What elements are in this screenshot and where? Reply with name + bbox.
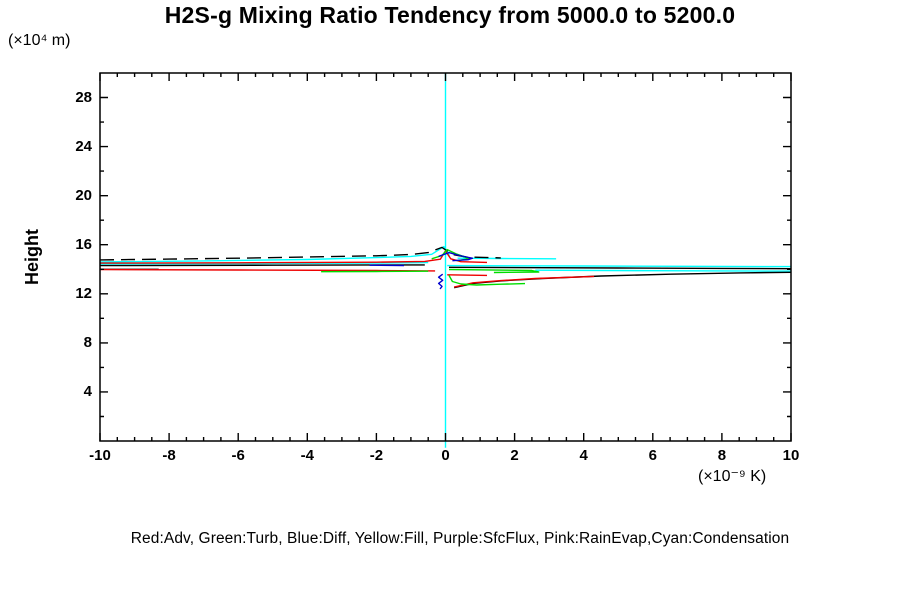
x-tick-label: 0	[441, 447, 450, 464]
series-turb-green-line	[321, 270, 429, 273]
series-unlabeled-black-line	[448, 266, 792, 270]
y-tick-label: 20	[75, 186, 92, 204]
y-tick-label: 8	[83, 333, 92, 351]
series-condensation-cyan-line	[535, 269, 792, 272]
series-turb-green-line	[448, 275, 526, 286]
series-adv-red-line	[99, 268, 436, 272]
x-tick-label: 4	[579, 447, 588, 464]
y-tick-label: 12	[75, 284, 92, 302]
y-axis-unit-label: (×10⁴ m)	[8, 32, 71, 49]
x-tick-label: 8	[717, 447, 727, 464]
x-tick-label: -4	[300, 447, 314, 464]
x-tick-label: -8	[162, 447, 176, 464]
x-tick-label: -2	[369, 447, 384, 464]
y-tick-label: 24	[75, 137, 92, 155]
y-tick-label: 4	[83, 382, 92, 400]
x-tick-label: 2	[510, 447, 519, 464]
series-condensation-cyan-line	[447, 264, 792, 268]
series-condensation-cyan-line	[99, 261, 429, 265]
series-diff-blue-line	[437, 273, 444, 290]
series-turb-green-line	[448, 268, 540, 274]
x-tick-label: -10	[89, 447, 111, 464]
series-adv-red-line	[447, 274, 488, 277]
series-diff-blue-line	[438, 251, 474, 262]
axis-ticks	[99, 73, 792, 441]
x-tick-label: 10	[782, 447, 800, 464]
y-tick-label: 28	[75, 88, 92, 106]
x-axis-unit-label: (×10⁻⁹ K)	[698, 468, 767, 485]
y-tick-label: 16	[75, 235, 92, 253]
page-title: H2S-g Mixing Ratio Tendency from 5000.0 …	[164, 2, 736, 28]
x-tick-label: -6	[231, 447, 245, 464]
x-tick-label: 6	[648, 447, 657, 464]
legend-text: Red:Adv, Green:Turb, Blue:Diff, Yellow:F…	[130, 530, 790, 547]
